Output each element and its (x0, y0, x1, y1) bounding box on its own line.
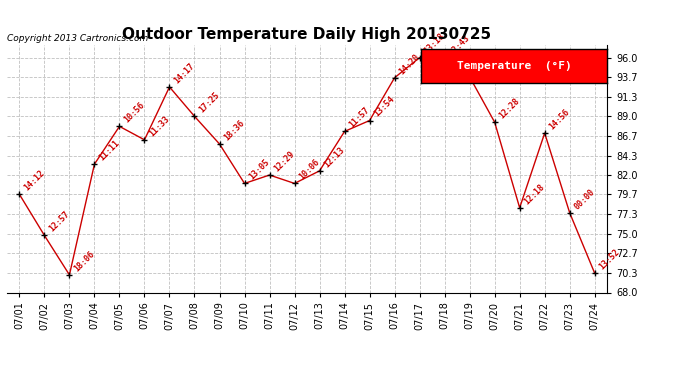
Text: 12:28: 12:28 (497, 96, 522, 120)
Text: Copyright 2013 Cartronics.com: Copyright 2013 Cartronics.com (7, 33, 148, 42)
Text: 12:43: 12:43 (473, 51, 497, 75)
Text: 18:36: 18:36 (222, 118, 246, 142)
Text: 11:11: 11:11 (97, 138, 121, 162)
Text: 11:57: 11:57 (348, 106, 372, 130)
Text: 14:12: 14:12 (22, 169, 46, 193)
Title: Outdoor Temperature Daily High 20130725: Outdoor Temperature Daily High 20130725 (123, 27, 491, 42)
Text: Temperature  (°F): Temperature (°F) (457, 61, 571, 70)
Text: 13:05: 13:05 (248, 158, 272, 182)
Text: 14:17: 14:17 (172, 61, 197, 85)
Text: 12:18: 12:18 (522, 182, 546, 206)
Text: 12:29: 12:29 (273, 149, 297, 173)
Text: 00:00: 00:00 (573, 187, 597, 211)
Text: 12:57: 12:57 (48, 210, 72, 234)
Text: 17:25: 17:25 (197, 91, 221, 115)
Text: 10:06: 10:06 (297, 158, 322, 182)
Text: 10:56: 10:56 (122, 100, 146, 125)
Text: 12:13: 12:13 (322, 145, 346, 169)
Text: 13:18: 13:18 (422, 32, 446, 56)
Text: 13:52: 13:52 (598, 248, 622, 272)
Text: 14:20: 14:20 (397, 52, 422, 76)
Text: 18:06: 18:06 (72, 249, 97, 273)
Text: 12:43: 12:43 (448, 33, 472, 58)
Text: 14:56: 14:56 (548, 107, 572, 131)
Text: 13:54: 13:54 (373, 95, 397, 119)
Text: 11:33: 11:33 (148, 114, 172, 138)
